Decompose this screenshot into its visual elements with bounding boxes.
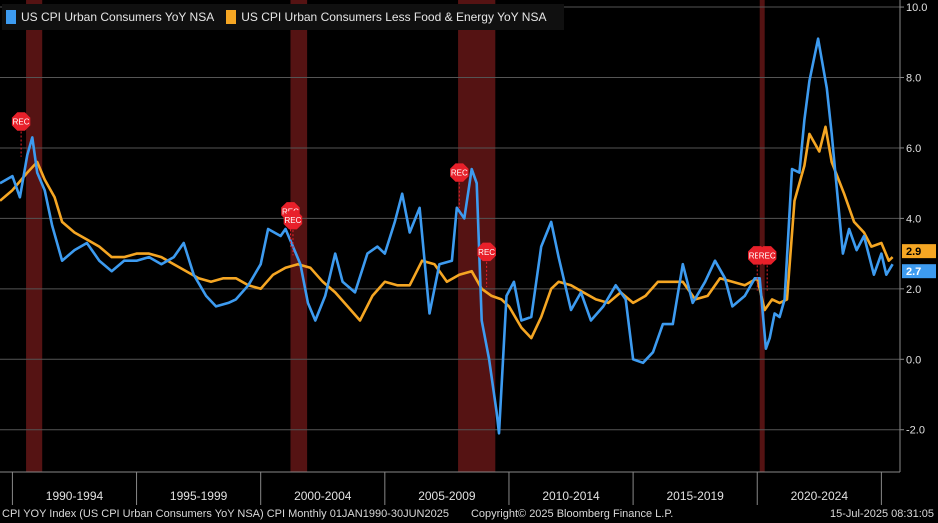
footer: CPI YOY Index (US CPI Urban Consumers Yo… [0, 505, 938, 523]
legend-swatch-cpi [6, 10, 16, 24]
rec-marker-4 [477, 242, 496, 262]
y-tick-label-6: 10.0 [906, 2, 927, 14]
recession-markers: RECRECRECRECRECRECREC [11, 112, 777, 291]
legend-label-cpi: US CPI Urban Consumers YoY NSA [21, 10, 215, 24]
rec-marker-label-4: REC [478, 248, 495, 257]
legend-item-cpi[interactable]: US CPI Urban Consumers YoY NSA [6, 10, 214, 24]
rec-marker-3 [450, 163, 469, 182]
rec-marker-6 [757, 246, 777, 265]
x-tick-label-4: 2010-2014 [542, 489, 600, 503]
legend-item-core-cpi[interactable]: US CPI Urban Consumers Less Food & Energ… [226, 10, 546, 24]
recession-bands [26, 0, 765, 472]
y-tick-label-4: 6.0 [906, 143, 921, 155]
x-tick-label-5: 2015-2019 [666, 489, 724, 503]
last-value-badge-cpi: 2.7 [906, 266, 921, 278]
y-tick-label-5: 8.0 [906, 72, 921, 84]
legend-swatch-core-cpi [226, 10, 237, 24]
y-tick-label-2: 2.0 [906, 284, 921, 296]
x-tick-label-1: 1995-1999 [170, 489, 228, 503]
last-value-badge-cpi-bg [902, 264, 936, 279]
x-tick-label-2: 2000-2004 [294, 489, 352, 503]
rec-marker-label-2: REC [285, 216, 302, 225]
rec-marker-0 [11, 112, 31, 131]
last-value-badge-core-cpi-bg [902, 244, 936, 259]
x-axis: 1990-1994 1995-1999 2000-2004 2005-2009 2010… [0, 471, 900, 505]
y-tick-label-3: 4.0 [906, 213, 921, 225]
legend: US CPI Urban Consumers YoY NSA US CPI Ur… [2, 4, 565, 30]
rec-marker-label-0: REC [13, 118, 30, 127]
rec-marker-label-6: REC [759, 251, 776, 260]
x-tick-label-3: 2005-2009 [418, 489, 476, 503]
footer-source: CPI YOY Index (US CPI Urban Consumers Yo… [2, 508, 449, 520]
x-tick-label-0: 1990-1994 [46, 489, 104, 503]
x-tick-label-6: 2020-2024 [791, 489, 849, 503]
rec-marker-2 [283, 210, 303, 230]
y-tick-label-1: 0.0 [906, 354, 921, 366]
footer-timestamp: 15-Jul-2025 08:31:05 [830, 508, 934, 520]
recession-band-1 [290, 0, 308, 472]
y-tick-label-0: -2.0 [906, 425, 925, 437]
recession-band-0 [26, 0, 43, 472]
legend-label-core-cpi: US CPI Urban Consumers Less Food & Energ… [241, 10, 547, 24]
rec-marker-label-5: REC [749, 251, 766, 260]
rec-marker-label-3: REC [451, 169, 468, 178]
recession-band-3 [759, 0, 765, 472]
last-value-badge-core-cpi: 2.9 [906, 246, 921, 258]
y-axis: -2.0 0.0 2.0 4.0 6.0 8.0 10.0 2.9 2.7 [899, 0, 936, 472]
recession-band-2 [458, 0, 496, 472]
footer-copyright: Copyright© 2025 Bloomberg Finance L.P. [470, 508, 674, 520]
